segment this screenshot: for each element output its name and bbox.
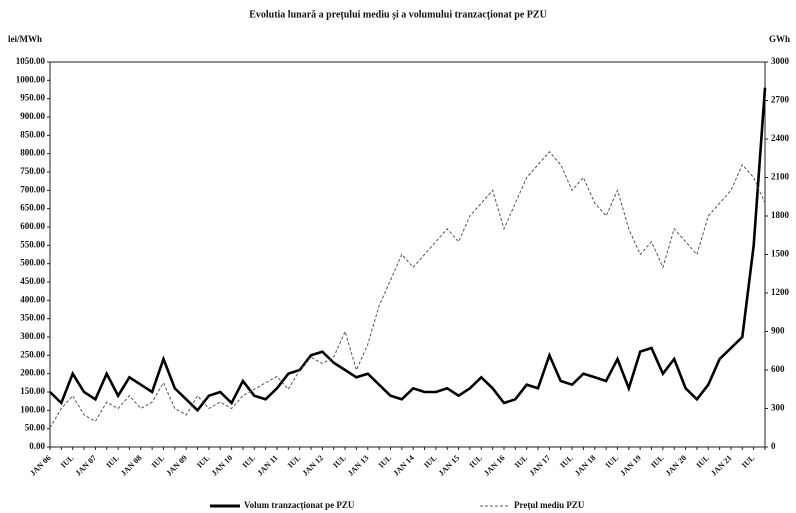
y-tick-label: 100.00	[20, 404, 45, 414]
y-tick-label: 0.00	[29, 441, 45, 451]
y-tick-label: 1050.00	[16, 56, 46, 66]
x-tick-label: JAN 08	[119, 453, 143, 477]
y2-tick-label: 1200	[771, 287, 790, 297]
x-tick-label: IUL	[422, 453, 438, 469]
y2-tick-label: 600	[771, 364, 785, 374]
y-tick-label: 800.00	[20, 148, 45, 158]
legend-label: Prețul mediu PZU	[514, 500, 585, 510]
x-tick-label: IUL	[695, 453, 711, 469]
x-tick-label: JAN 15	[437, 453, 461, 477]
x-tick-label: JAN 06	[28, 453, 52, 477]
y-tick-label: 950.00	[20, 93, 45, 103]
series-line	[49, 87, 767, 413]
x-tick-label: IUL	[195, 453, 211, 469]
x-tick-label: JAN 18	[573, 453, 597, 477]
x-tick-label: JAN 21	[709, 453, 733, 477]
x-tick-label: JAN 11	[256, 453, 280, 477]
y-tick-label: 50.00	[25, 423, 46, 433]
plot-frame	[49, 61, 766, 448]
x-tick-label: IUL	[468, 453, 484, 469]
chart-title: Evolutia lunară a prețului mediu și a vo…	[249, 9, 547, 20]
x-tick-label: JAN 16	[482, 453, 506, 477]
y2-tick-label: 1800	[771, 210, 790, 220]
x-tick-label: IUL	[104, 453, 120, 469]
x-tick-label: JAN 20	[664, 453, 688, 477]
y2-axis-label: GWh	[769, 34, 790, 44]
x-tick-label: IUL	[604, 453, 620, 469]
y-tick-label: 700.00	[20, 184, 45, 194]
x-tick-label: IUL	[740, 453, 756, 469]
x-tick-label: IUL	[59, 453, 75, 469]
x-tick-label: IUL	[649, 453, 665, 469]
y-tick-label: 300.00	[20, 331, 45, 341]
x-tick-label: IUL	[331, 453, 347, 469]
y-axis-label: lei/MWh	[8, 34, 42, 44]
y-tick-label: 350.00	[20, 313, 45, 323]
x-tick-label: IUL	[377, 453, 393, 469]
y2-tick-label: 3000	[771, 56, 790, 66]
y-tick-label: 600.00	[20, 221, 45, 231]
x-tick-label: IUL	[150, 453, 166, 469]
y-tick-label: 550.00	[20, 239, 45, 249]
y-tick-label: 1000.00	[16, 74, 46, 84]
x-tick-label: IUL	[241, 453, 257, 469]
y2-tick-label: 0	[771, 441, 776, 451]
y-tick-label: 650.00	[20, 203, 45, 213]
y-tick-label: 900.00	[20, 111, 45, 121]
x-tick-label: JAN 09	[164, 453, 188, 477]
y2-tick-label: 1500	[771, 249, 790, 259]
y-tick-label: 250.00	[20, 349, 45, 359]
y2-tick-label: 2400	[771, 133, 790, 143]
x-tick-label: JAN 13	[346, 453, 370, 477]
y-tick-label: 750.00	[20, 166, 45, 176]
x-tick-label: JAN 19	[618, 453, 642, 477]
series-line	[49, 151, 766, 429]
y-tick-label: 850.00	[20, 129, 45, 139]
x-tick-label: JAN 17	[528, 453, 552, 477]
x-tick-label: IUL	[286, 453, 302, 469]
y2-tick-label: 900	[771, 326, 785, 336]
x-tick-label: IUL	[558, 453, 574, 469]
y2-tick-label: 2100	[771, 172, 790, 182]
x-tick-label: JAN 12	[301, 453, 325, 477]
y2-tick-label: 2700	[771, 95, 790, 105]
x-tick-label: IUL	[513, 453, 529, 469]
y-tick-label: 200.00	[20, 368, 45, 378]
x-tick-label: JAN 14	[391, 453, 415, 477]
y-tick-label: 150.00	[20, 386, 45, 396]
y2-tick-label: 300	[771, 403, 785, 413]
x-tick-label: JAN 07	[74, 453, 98, 477]
y-tick-label: 400.00	[20, 294, 45, 304]
y-tick-label: 500.00	[20, 258, 45, 268]
y-tick-label: 450.00	[20, 276, 45, 286]
x-tick-label: JAN 10	[210, 453, 234, 477]
legend-label: Volum tranzacționat pe PZU	[244, 500, 355, 510]
